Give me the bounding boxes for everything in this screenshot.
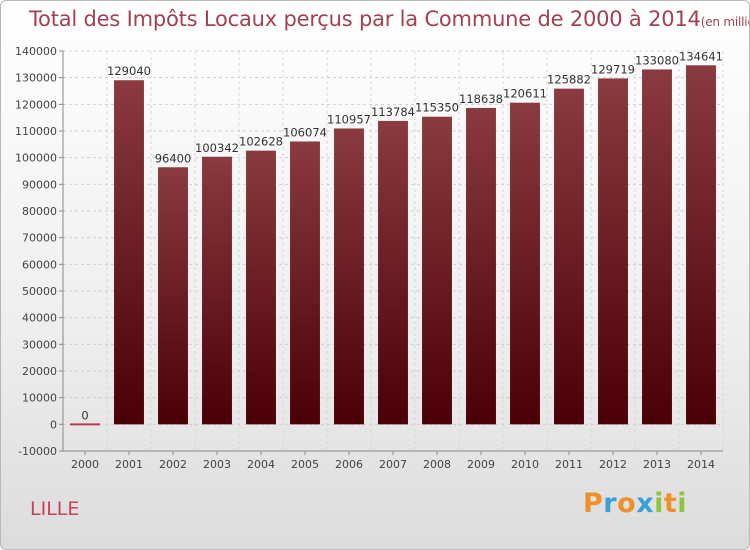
- chart-title-text: Total des Impôts Locaux perçus par la Co…: [29, 7, 701, 31]
- logo-letter: t: [663, 488, 678, 519]
- y-tick-label: 0: [50, 418, 57, 431]
- y-tick-label: -10000: [18, 445, 57, 458]
- value-label: 125882: [547, 73, 591, 87]
- axis-layer: -100000100002000030000400005000060000700…: [15, 45, 723, 471]
- value-label: 110957: [327, 112, 371, 126]
- y-tick-label: 70000: [22, 232, 57, 245]
- x-tick-label: 2007: [379, 458, 407, 471]
- bar: [246, 150, 276, 425]
- x-tick-label: 2002: [159, 458, 187, 471]
- x-tick-label: 2004: [247, 458, 275, 471]
- x-tick-label: 2003: [203, 458, 231, 471]
- logo-letter: P: [583, 488, 604, 519]
- bar: [554, 88, 584, 425]
- bar: [466, 107, 496, 425]
- x-tick-label: 2000: [71, 458, 99, 471]
- y-tick-label: 10000: [22, 392, 57, 405]
- x-tick-label: 2005: [291, 458, 319, 471]
- bar: [598, 78, 628, 425]
- value-label: 0: [81, 408, 88, 422]
- bar: [510, 102, 540, 425]
- logo-letter: r: [603, 488, 618, 519]
- commune-name: LILLE: [30, 498, 80, 520]
- logo-letter: i: [654, 488, 664, 519]
- logo-letter: x: [636, 488, 655, 519]
- y-tick-label: 60000: [22, 258, 57, 271]
- value-label: 118638: [459, 92, 503, 106]
- y-tick-label: 130000: [15, 72, 57, 85]
- x-tick-label: 2010: [511, 458, 539, 471]
- bar: [422, 116, 452, 425]
- y-tick-label: 30000: [22, 338, 57, 351]
- chart-title: Total des Impôts Locaux perçus par la Co…: [29, 7, 749, 31]
- value-label: 133080: [635, 53, 679, 67]
- bar: [334, 128, 364, 425]
- y-tick-label: 120000: [15, 98, 57, 111]
- value-label: 129719: [591, 62, 635, 76]
- y-tick-label: 50000: [22, 285, 57, 298]
- value-label: 102628: [239, 135, 283, 149]
- y-tick-label: 20000: [22, 365, 57, 378]
- y-tick-label: 100000: [15, 152, 57, 165]
- bar-layer: [70, 65, 716, 426]
- chart-subtitle: (en milliers d'€): [700, 15, 749, 29]
- value-label: 120611: [503, 87, 547, 101]
- x-tick-label: 2013: [643, 458, 671, 471]
- value-label: 106074: [283, 125, 327, 139]
- value-label: 100342: [195, 141, 239, 155]
- bar: [202, 156, 232, 425]
- y-tick-label: 80000: [22, 205, 57, 218]
- value-label: 113784: [371, 105, 415, 119]
- value-label: 115350: [415, 101, 459, 115]
- bar: [158, 167, 188, 425]
- x-tick-label: 2014: [687, 458, 715, 471]
- bar: [114, 80, 144, 425]
- bar: [642, 69, 672, 425]
- y-tick-label: 140000: [15, 45, 57, 58]
- logo-letter: o: [617, 488, 637, 519]
- y-tick-label: 40000: [22, 312, 57, 325]
- bar: [290, 141, 320, 425]
- x-tick-label: 2012: [599, 458, 627, 471]
- x-tick-label: 2009: [467, 458, 495, 471]
- y-tick-label: 90000: [22, 178, 57, 191]
- proxiti-logo: Proxiti: [583, 488, 687, 519]
- x-tick-label: 2001: [115, 458, 143, 471]
- y-tick-label: 110000: [15, 125, 57, 138]
- value-label: 129040: [107, 64, 151, 78]
- bar: [686, 65, 716, 425]
- x-tick-label: 2006: [335, 458, 363, 471]
- value-label: 134641: [679, 49, 723, 63]
- x-tick-label: 2011: [555, 458, 583, 471]
- logo-letter: i: [677, 488, 688, 519]
- value-label: 96400: [155, 151, 192, 165]
- bar: [378, 120, 408, 425]
- x-tick-label: 2008: [423, 458, 451, 471]
